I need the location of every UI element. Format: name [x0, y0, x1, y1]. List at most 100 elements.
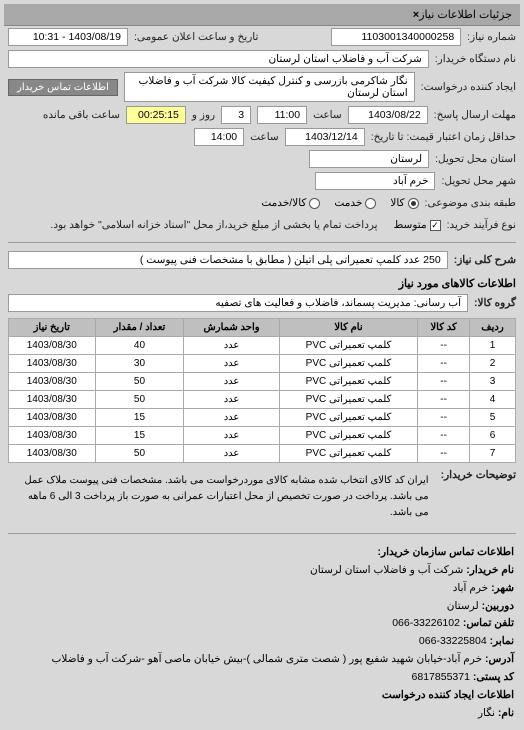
check-open[interactable]: متوسط: [394, 219, 441, 231]
deadline-time: 11:00: [257, 106, 307, 124]
table-cell: عدد: [184, 337, 279, 355]
radio-dot-icon: [309, 198, 320, 209]
table-cell: 15: [95, 409, 184, 427]
table-cell: 50: [95, 445, 184, 463]
phone-label: تلفن تماس:: [463, 617, 514, 629]
col-qty: تعداد / مقدار: [95, 319, 184, 337]
table-cell: --: [418, 409, 470, 427]
table-cell: 15: [95, 427, 184, 445]
table-cell: 1403/08/30: [9, 355, 96, 373]
price-valid-date: 1403/12/14: [285, 128, 365, 146]
table-cell: --: [418, 445, 470, 463]
fax-label: نمابر:: [490, 635, 514, 647]
radio-khadamat[interactable]: خدمت: [334, 197, 376, 209]
buyer-name-value: شرکت آب و فاضلاب استان لرستان: [310, 564, 463, 576]
creator-value: نگار شاکرمی بازرسی و کنترل کیفیت کالا شر…: [124, 72, 415, 102]
buyer-org-label: نام دستگاه خریدار:: [435, 53, 516, 65]
table-cell: کلمپ تعمیراتی PVC: [279, 355, 418, 373]
notes-label: توضیحات خریدار:: [441, 469, 516, 481]
postal-value: 6817855371: [412, 671, 470, 683]
contact-title: اطلاعات تماس سازمان خریدار:: [378, 546, 514, 558]
notes-text: ایران کد کالای انتخاب شده مشابه کالای مو…: [8, 469, 435, 525]
table-header-row: ردیف کد کالا نام کالا واحد شمارش تعداد /…: [9, 319, 516, 337]
creator-label: ایجاد کننده درخواست:: [421, 81, 516, 93]
close-icon[interactable]: ×: [413, 9, 419, 21]
table-cell: 6: [469, 427, 515, 445]
radio-dot-icon: [365, 198, 376, 209]
table-cell: --: [418, 355, 470, 373]
table-cell: عدد: [184, 391, 279, 409]
contact-province-value: لرستان: [447, 600, 479, 612]
buyer-contact-button[interactable]: اطلاعات تماس خریدار: [8, 79, 118, 96]
table-row: 7--کلمپ تعمیراتی PVCعدد501403/08/30: [9, 445, 516, 463]
buyer-name-label: نام خریدار:: [466, 564, 514, 576]
table-cell: 1403/08/30: [9, 409, 96, 427]
table-cell: عدد: [184, 427, 279, 445]
panel-header: جزئیات اطلاعات نیاز ×: [4, 4, 520, 26]
table-cell: عدد: [184, 445, 279, 463]
table-cell: --: [418, 391, 470, 409]
goods-info-title: اطلاعات کالاهای مورد نیاز: [4, 271, 520, 292]
buyer-org-value: شرکت آب و فاضلاب استان لرستان: [8, 50, 429, 68]
contact-block: اطلاعات تماس سازمان خریدار: نام خریدار: …: [4, 540, 520, 726]
name2-value: نگار: [478, 707, 495, 719]
table-cell: 1403/08/30: [9, 445, 96, 463]
table-cell: 3: [469, 373, 515, 391]
table-cell: 30: [95, 355, 184, 373]
table-row: 5--کلمپ تعمیراتی PVCعدد151403/08/30: [9, 409, 516, 427]
subject-type-label: طبقه بندی موضوعی:: [425, 197, 516, 209]
subject-type-group: کالا خدمت کالا/خدمت: [261, 197, 418, 209]
table-row: 1--کلمپ تعمیراتی PVCعدد401403/08/30: [9, 337, 516, 355]
remain-days-label: روز و: [192, 109, 215, 121]
table-cell: 50: [95, 373, 184, 391]
deadline-date: 1403/08/22: [348, 106, 428, 124]
need-desc-label: شرح کلی نیاز:: [454, 254, 516, 266]
table-cell: 1403/08/30: [9, 373, 96, 391]
radio-kala[interactable]: کالا: [390, 197, 418, 209]
province-value: لرستان: [309, 150, 429, 168]
price-valid-time-label: ساعت: [250, 131, 279, 143]
contact-city-value: خرم آباد: [453, 582, 488, 594]
table-cell: 7: [469, 445, 515, 463]
divider: [8, 533, 516, 534]
col-date: تاریخ نیاز: [9, 319, 96, 337]
table-cell: 2: [469, 355, 515, 373]
city-value: خرم آباد: [315, 172, 435, 190]
price-valid-time: 14:00: [194, 128, 244, 146]
radio-kala-khadamat[interactable]: کالا/خدمت: [261, 197, 320, 209]
contact-province-label: دوربین:: [482, 600, 514, 612]
goods-table: ردیف کد کالا نام کالا واحد شمارش تعداد /…: [8, 318, 516, 463]
table-cell: 5: [469, 409, 515, 427]
remain-time: 00:25:15: [126, 106, 186, 124]
table-cell: 40: [95, 337, 184, 355]
name2-label: نام:: [498, 707, 514, 719]
remain-days: 3: [221, 106, 251, 124]
panel-title: جزئیات اطلاعات نیاز: [419, 8, 512, 21]
need-no-value: 1103001340000258: [331, 28, 461, 46]
postal-label: کد پستی:: [473, 671, 514, 683]
table-cell: 4: [469, 391, 515, 409]
table-cell: 1: [469, 337, 515, 355]
price-valid-label: حداقل زمان اعتبار قیمت: تا تاریخ:: [371, 131, 516, 143]
need-desc-value: 250 عدد کلمپ تعمیراتی پلی اتیلن ( مطابق …: [8, 251, 448, 269]
table-cell: --: [418, 337, 470, 355]
col-row: ردیف: [469, 319, 515, 337]
deadline-time-label: ساعت: [313, 109, 342, 121]
address-label: آدرس:: [485, 653, 514, 665]
announce-value: 1403/08/19 - 10:31: [8, 28, 128, 46]
purchase-type-label: نوع فرآیند خرید:: [447, 219, 516, 231]
table-row: 4--کلمپ تعمیراتی PVCعدد501403/08/30: [9, 391, 516, 409]
fax-value: 33225804-066: [419, 635, 487, 647]
table-cell: 1403/08/30: [9, 427, 96, 445]
goods-group-label: گروه کالا:: [474, 297, 516, 309]
deadline-label: مهلت ارسال پاسخ:: [434, 109, 516, 121]
address-value: خرم آباد-خیابان شهید شفیع پور ( شصت متری…: [52, 653, 483, 665]
table-row: 2--کلمپ تعمیراتی PVCعدد301403/08/30: [9, 355, 516, 373]
table-cell: کلمپ تعمیراتی PVC: [279, 445, 418, 463]
col-name: نام کالا: [279, 319, 418, 337]
table-cell: --: [418, 427, 470, 445]
table-cell: کلمپ تعمیراتی PVC: [279, 391, 418, 409]
remain-tail: ساعت باقی مانده: [43, 109, 120, 121]
table-row: 6--کلمپ تعمیراتی PVCعدد151403/08/30: [9, 427, 516, 445]
table-cell: کلمپ تعمیراتی PVC: [279, 337, 418, 355]
